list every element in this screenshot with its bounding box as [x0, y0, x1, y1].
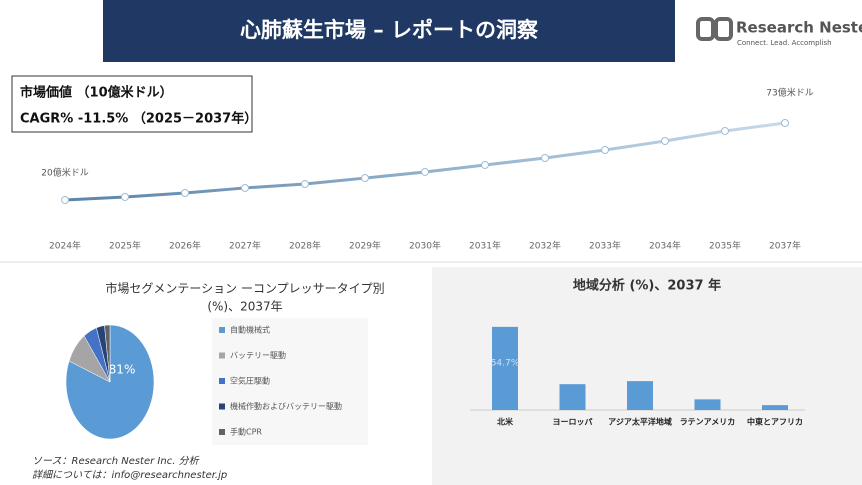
x-tick-label: 2028年 [289, 240, 321, 252]
x-tick-label: 2025年 [109, 240, 141, 252]
legend-label: 自動機械式 [230, 325, 270, 335]
line [64, 121, 786, 202]
market-value-label: 市場価値 （10億米ドル） [20, 85, 173, 101]
x-tick-label: 2027年 [229, 240, 261, 252]
bar [694, 399, 721, 410]
x-tick-label: 2032年 [529, 240, 561, 252]
header-banner [103, 0, 675, 62]
x-tick-label: 2031年 [469, 240, 501, 252]
pie-subtitle: (%)、2037年 [207, 300, 282, 314]
x-tick-label: 2035年 [709, 240, 741, 252]
logo-tagline: Connect. Lead. Accomplish [737, 39, 832, 47]
bar [627, 381, 653, 410]
legend-swatch [219, 378, 225, 384]
legend-swatch [219, 429, 225, 435]
header-title: 心肺蘇生市場 – レポートの洞察 [240, 18, 539, 42]
x-tick-label: 北米 [497, 417, 514, 427]
point [61, 196, 69, 204]
x-tick-label: アジア太平洋地域 [608, 417, 672, 427]
x-tick-label: 2037年 [769, 240, 801, 252]
point [781, 118, 789, 127]
logo: Research Nester Connect. Lead. Accomplis… [696, 17, 862, 47]
point [361, 174, 369, 183]
point [301, 180, 309, 189]
point [241, 183, 249, 192]
legend-label: 空気圧駆動 [230, 376, 270, 386]
point [121, 192, 129, 201]
point [421, 167, 429, 176]
bar-title: 地域分析 (%)、2037 年 [573, 278, 721, 294]
legend-bg [212, 318, 368, 445]
footer-source: ソース：Research Nester Inc. 分析 [32, 455, 200, 467]
point [721, 126, 729, 135]
x-tick-label: ヨーロッパ [553, 417, 593, 427]
point [181, 189, 189, 198]
x-tick-label: 2024年 [49, 240, 81, 252]
value-label: 73億米ドル [766, 86, 813, 98]
logo-name: Research Nester [736, 19, 862, 37]
point [541, 154, 549, 163]
x-tick-label: 2034年 [649, 240, 681, 252]
x-tick-label: 2030年 [409, 240, 441, 252]
legend-label: バッテリー駆動 [230, 351, 286, 360]
value-label: 81% [109, 363, 136, 377]
legend-swatch [219, 403, 225, 410]
pie-slice [104, 324, 111, 383]
pie-title: 市場セグメンテーション ーコンプレッサータイプ別 [105, 281, 384, 296]
x-tick-label: 2029年 [349, 240, 381, 252]
legend-swatch [219, 327, 225, 333]
legend-label: 手動CPR [230, 427, 262, 437]
cagr: CAGR% -11.5% （2025－2037年） [20, 111, 257, 127]
point [601, 146, 609, 155]
point [481, 160, 489, 169]
footer-contact: 詳細については：info@researchnester.jp [32, 469, 227, 481]
info-box [11, 75, 253, 133]
x-tick-label: 中東とアフリカ [747, 417, 803, 427]
x-tick-label: ラテンアメリカ [680, 418, 736, 427]
x-tick-label: 2026年 [169, 240, 201, 252]
bar [492, 326, 518, 410]
x-tick-label: 2033年 [589, 240, 621, 252]
legend-label: 機械作動およびバッテリー駆動 [230, 401, 342, 411]
point [661, 137, 669, 146]
value-label: 54.7% [491, 358, 520, 368]
value-label: 20億米ドル [41, 167, 88, 179]
bar [559, 384, 586, 410]
bar [762, 405, 788, 410]
legend-swatch [219, 352, 225, 359]
